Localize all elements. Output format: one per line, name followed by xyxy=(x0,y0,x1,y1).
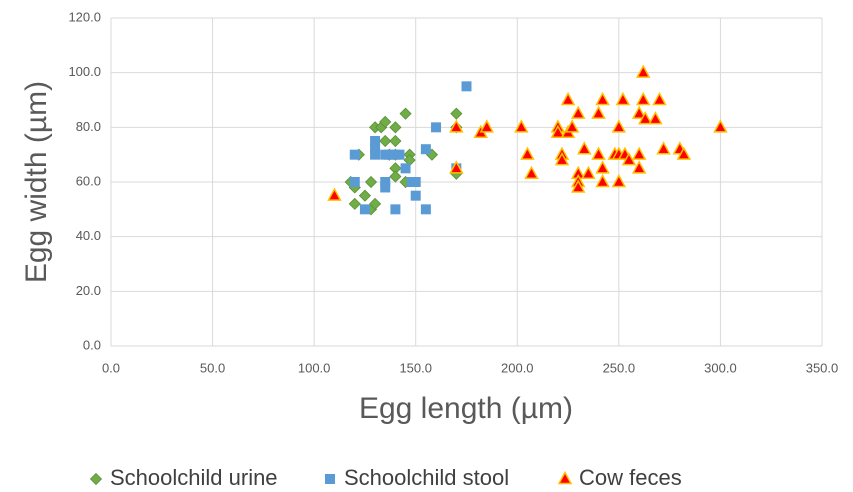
legend-label: Schoolchild stool xyxy=(344,465,509,490)
marker-triangle xyxy=(591,105,606,119)
marker-triangle xyxy=(581,165,596,180)
x-tick-label: 350.0 xyxy=(806,360,839,375)
marker-triangle xyxy=(638,111,653,125)
marker-square xyxy=(394,149,405,160)
marker-triangle xyxy=(648,111,663,125)
marker-triangle xyxy=(631,160,647,174)
marker-diamond xyxy=(450,107,463,120)
marker-triangle xyxy=(656,141,671,155)
marker-square xyxy=(461,81,472,92)
x-tick-label: 250.0 xyxy=(603,360,636,375)
y-tick-label: 120.0 xyxy=(68,9,101,24)
marker-square xyxy=(370,144,381,155)
y-tick-label: 40.0 xyxy=(76,228,101,243)
marker-triangle xyxy=(554,152,570,166)
marker-square xyxy=(370,149,381,160)
marker-square xyxy=(410,177,421,187)
marker-triangle xyxy=(591,146,606,160)
marker-diamond xyxy=(389,170,402,183)
marker-diamond xyxy=(389,134,402,148)
marker-square xyxy=(410,190,421,201)
marker-triangle xyxy=(615,91,631,106)
marker-diamond xyxy=(358,189,371,202)
marker-square xyxy=(390,204,401,215)
marker-diamond xyxy=(348,197,361,210)
marker-triangle xyxy=(631,146,647,160)
marker-diamond xyxy=(389,121,402,134)
marker-triangle xyxy=(550,124,566,139)
y-tick-label: 60.0 xyxy=(76,173,101,188)
marker-square xyxy=(380,177,391,187)
marker-diamond xyxy=(379,134,392,148)
marker-triangle xyxy=(595,91,610,106)
marker-diamond xyxy=(369,197,382,210)
marker-triangle xyxy=(327,187,342,201)
marker-triangle xyxy=(652,91,667,106)
marker-triangle xyxy=(631,105,647,119)
marker-square xyxy=(420,204,431,215)
marker-triangle xyxy=(557,470,573,485)
marker-triangle xyxy=(577,141,592,155)
marker-diamond xyxy=(89,472,103,486)
x-tick-label: 150.0 xyxy=(399,360,432,375)
x-tick-label: 200.0 xyxy=(501,360,534,375)
x-axis-title: Egg length (µm) xyxy=(359,392,573,425)
marker-square xyxy=(349,177,360,187)
marker-triangle xyxy=(595,173,610,188)
marker-triangle xyxy=(621,152,637,166)
marker-triangle xyxy=(570,105,586,119)
marker-square xyxy=(370,136,381,146)
marker-triangle xyxy=(524,165,539,180)
x-tick-label: 50.0 xyxy=(200,360,225,375)
x-tick-label: 100.0 xyxy=(298,360,331,375)
marker-triangle xyxy=(520,146,535,160)
marker-triangle xyxy=(611,119,627,133)
marker-triangle xyxy=(635,91,651,106)
marker-square xyxy=(380,182,391,193)
marker-triangle xyxy=(560,91,576,106)
marker-triangle xyxy=(479,119,495,133)
marker-diamond xyxy=(364,175,378,189)
legend-label: Cow feces xyxy=(579,465,682,490)
marker-diamond xyxy=(379,115,392,128)
marker-square xyxy=(431,122,442,133)
marker-triangle xyxy=(595,160,610,174)
x-tick-label: 0.0 xyxy=(102,360,120,375)
marker-triangle xyxy=(635,64,651,78)
marker-triangle xyxy=(564,119,580,133)
marker-triangle xyxy=(449,119,464,133)
y-tick-label: 100.0 xyxy=(68,64,101,79)
marker-triangle xyxy=(676,146,692,160)
marker-square xyxy=(420,144,431,155)
y-tick-label: 0.0 xyxy=(83,337,101,352)
x-tick-label: 300.0 xyxy=(704,360,737,375)
marker-triangle xyxy=(611,173,627,188)
marker-square xyxy=(384,149,395,160)
marker-triangle xyxy=(570,179,586,193)
y-tick-label: 80.0 xyxy=(76,119,101,134)
marker-triangle xyxy=(449,160,464,174)
marker-square xyxy=(325,474,335,484)
y-tick-label: 20.0 xyxy=(76,283,101,298)
marker-diamond xyxy=(399,107,412,120)
marker-triangle xyxy=(713,119,728,133)
y-axis-title: Egg width (µm) xyxy=(20,81,53,283)
marker-square xyxy=(400,163,411,174)
legend-label: Schoolchild urine xyxy=(110,465,278,490)
marker-square xyxy=(359,204,370,215)
marker-triangle xyxy=(514,119,529,133)
marker-square xyxy=(349,149,360,160)
